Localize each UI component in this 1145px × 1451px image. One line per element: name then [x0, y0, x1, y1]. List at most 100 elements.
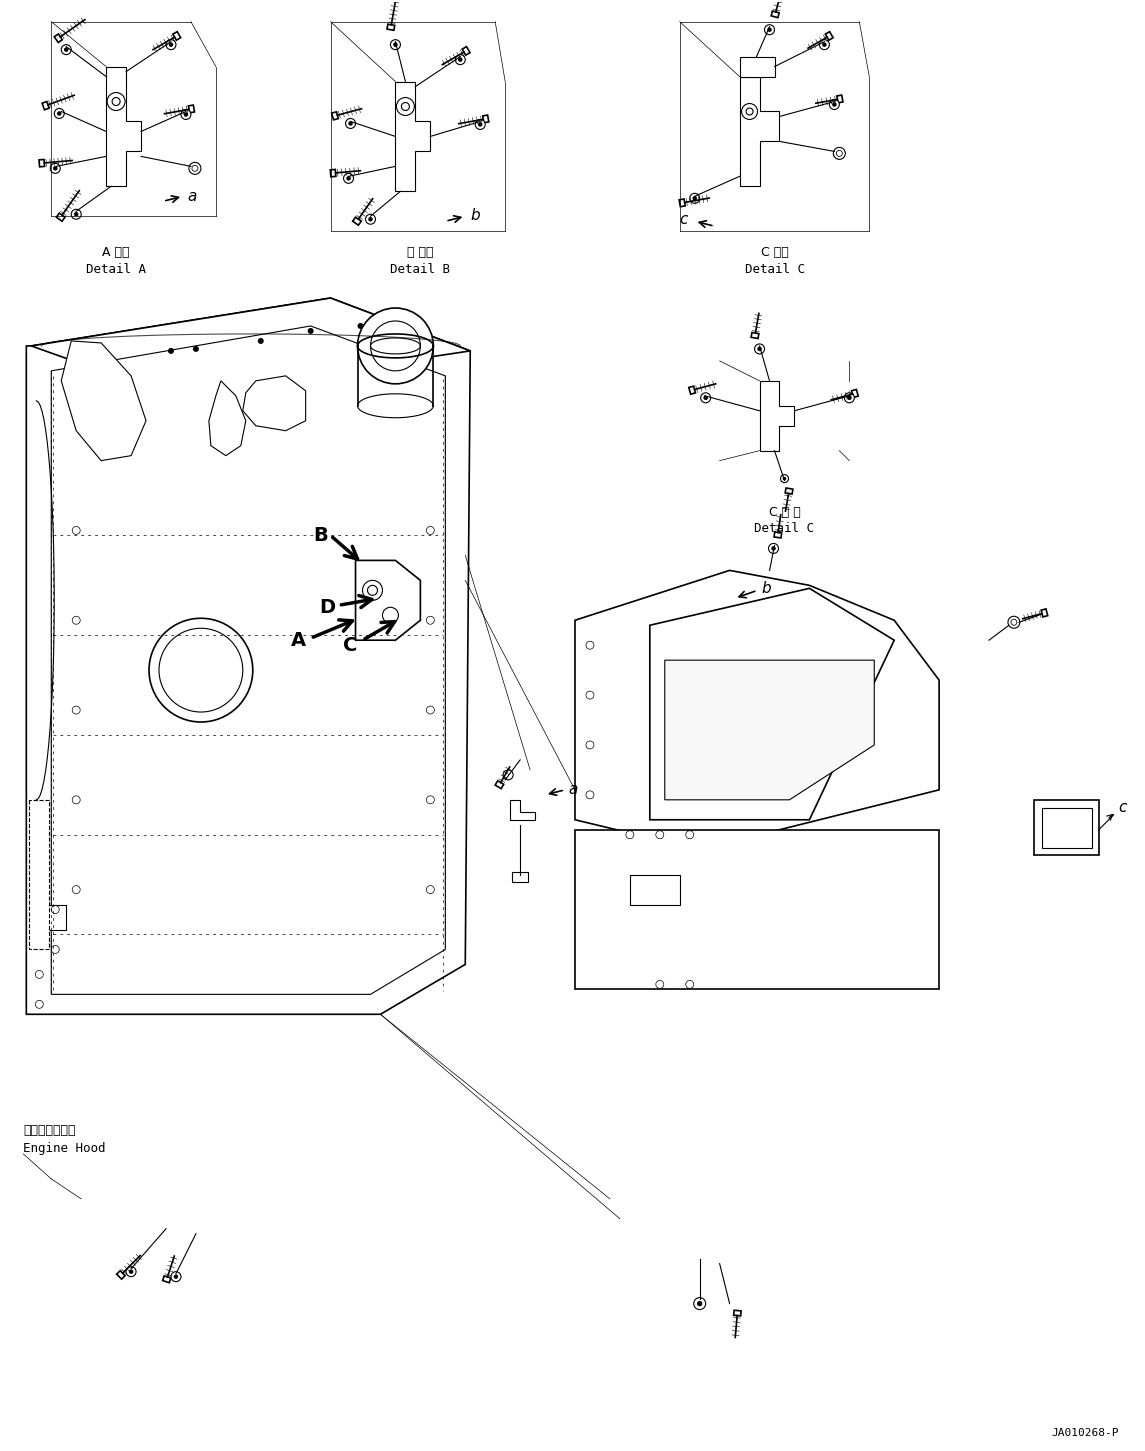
Circle shape [1008, 617, 1020, 628]
Circle shape [781, 474, 789, 483]
Bar [45, 904, 66, 930]
Circle shape [181, 109, 191, 119]
Circle shape [757, 347, 761, 351]
Polygon shape [665, 660, 875, 800]
Polygon shape [511, 800, 535, 820]
Circle shape [475, 119, 485, 129]
Text: C: C [344, 636, 357, 654]
Polygon shape [575, 830, 939, 990]
Text: c: c [679, 212, 688, 226]
Polygon shape [332, 112, 338, 120]
Circle shape [71, 209, 81, 219]
Polygon shape [243, 376, 306, 431]
Circle shape [357, 308, 433, 385]
Polygon shape [1041, 609, 1048, 617]
Circle shape [53, 165, 57, 171]
Circle shape [126, 1267, 136, 1277]
Polygon shape [483, 115, 489, 123]
Text: a: a [568, 782, 577, 798]
Polygon shape [463, 46, 469, 55]
Text: C 詳細: C 詳細 [760, 247, 789, 260]
Circle shape [820, 39, 829, 49]
Polygon shape [689, 386, 695, 395]
Circle shape [847, 396, 852, 400]
Polygon shape [31, 297, 471, 396]
Polygon shape [26, 297, 471, 1014]
Polygon shape [740, 57, 774, 77]
Text: C 詳 細: C 詳 細 [768, 505, 800, 518]
Polygon shape [163, 1275, 171, 1283]
Bar [630, 875, 680, 904]
Polygon shape [106, 67, 141, 186]
Circle shape [365, 215, 376, 225]
Text: 日 詳細: 日 詳細 [408, 247, 434, 260]
Text: A: A [291, 631, 306, 650]
Circle shape [393, 42, 397, 46]
Circle shape [768, 544, 779, 553]
Polygon shape [837, 96, 843, 103]
Text: エンジンフード: エンジンフード [23, 1125, 76, 1138]
Circle shape [834, 148, 845, 160]
Circle shape [767, 28, 772, 32]
Circle shape [458, 58, 463, 62]
Circle shape [742, 103, 758, 119]
Polygon shape [56, 213, 65, 221]
Circle shape [159, 628, 243, 712]
Polygon shape [42, 102, 49, 110]
Polygon shape [61, 341, 147, 460]
Circle shape [693, 196, 697, 200]
Polygon shape [575, 570, 939, 850]
Polygon shape [774, 533, 782, 538]
Circle shape [149, 618, 253, 723]
Polygon shape [785, 488, 792, 495]
Circle shape [477, 122, 482, 126]
Circle shape [382, 608, 398, 624]
Polygon shape [189, 104, 195, 113]
Polygon shape [751, 332, 759, 338]
Circle shape [697, 1302, 702, 1306]
Text: JA010268-P: JA010268-P [1051, 1428, 1119, 1438]
Circle shape [74, 212, 79, 216]
Polygon shape [734, 1310, 741, 1316]
Circle shape [369, 218, 373, 222]
Circle shape [396, 97, 414, 116]
Text: Detail B: Detail B [390, 263, 450, 276]
Circle shape [348, 122, 353, 126]
Circle shape [703, 396, 708, 400]
Circle shape [64, 48, 69, 52]
Text: A 詳細: A 詳細 [102, 247, 129, 260]
Text: a: a [187, 189, 196, 203]
Polygon shape [30, 800, 49, 949]
Text: Detail A: Detail A [86, 263, 147, 276]
Polygon shape [208, 380, 246, 456]
Circle shape [694, 1297, 705, 1310]
Circle shape [308, 328, 314, 334]
Polygon shape [173, 32, 181, 41]
Circle shape [844, 393, 854, 403]
Circle shape [258, 338, 263, 344]
Circle shape [346, 119, 356, 129]
Polygon shape [650, 588, 894, 820]
Circle shape [456, 55, 465, 65]
Polygon shape [387, 25, 395, 30]
Circle shape [174, 1274, 179, 1278]
Text: b: b [761, 580, 772, 596]
Circle shape [189, 163, 200, 174]
Circle shape [168, 42, 173, 46]
Polygon shape [330, 170, 335, 177]
Polygon shape [39, 160, 45, 167]
Polygon shape [356, 560, 420, 640]
Circle shape [503, 770, 513, 779]
Circle shape [829, 100, 839, 109]
Circle shape [192, 345, 199, 353]
Bar [1042, 808, 1091, 847]
Polygon shape [826, 32, 834, 41]
Circle shape [346, 176, 350, 180]
Polygon shape [495, 781, 504, 788]
Circle shape [755, 344, 765, 354]
Text: D: D [319, 598, 335, 617]
Circle shape [783, 477, 787, 480]
Circle shape [390, 39, 401, 49]
Polygon shape [852, 389, 859, 398]
Circle shape [344, 173, 354, 183]
